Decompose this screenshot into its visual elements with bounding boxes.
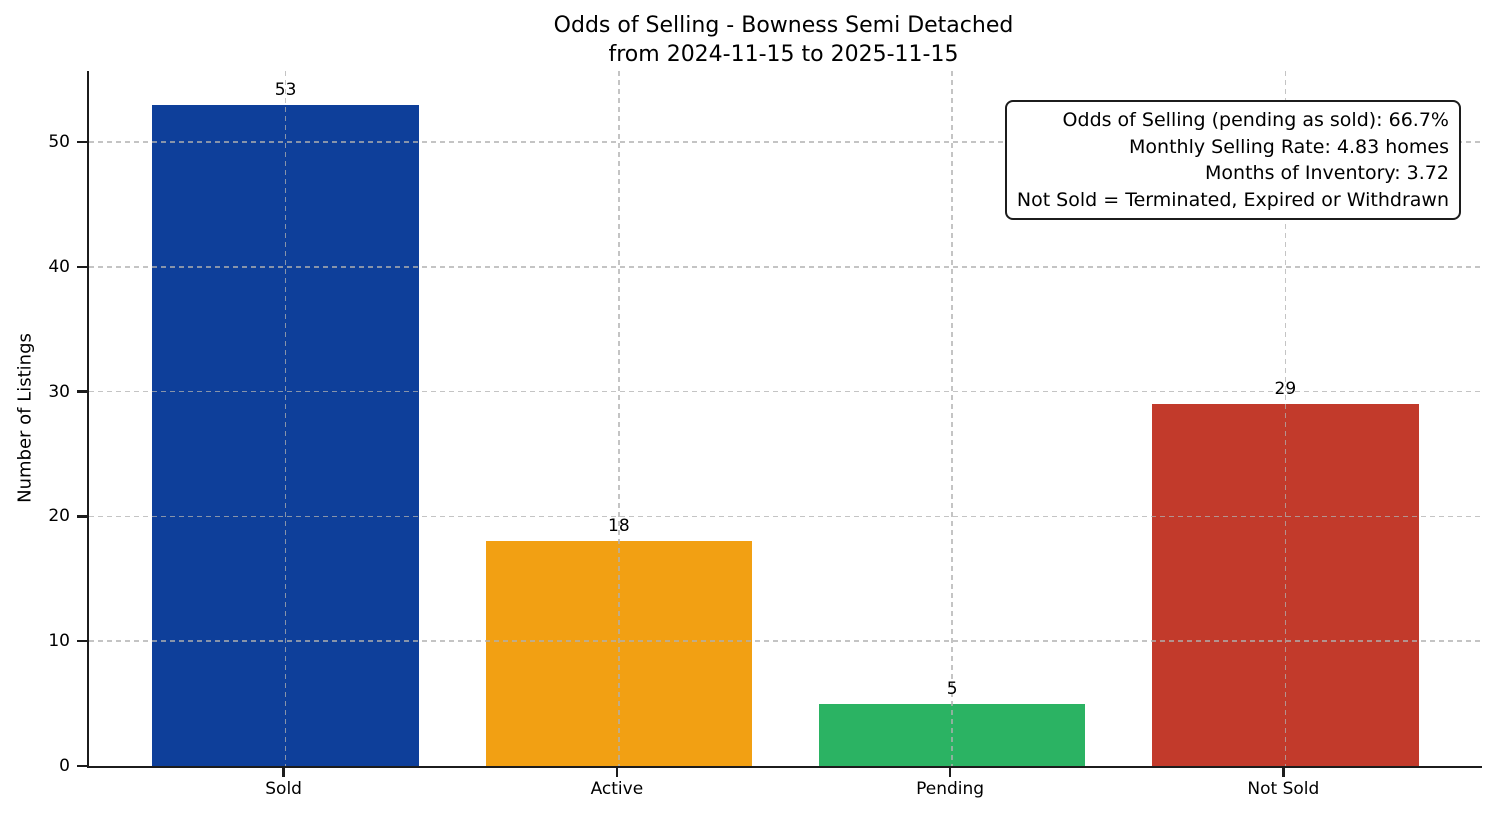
v-gridline [1284,71,1287,766]
annotation-box: Odds of Selling (pending as sold): 66.7%… [1004,100,1461,220]
x-tick-label-sold: Sold [265,779,302,799]
v-gridline [618,71,620,766]
x-tick-mark [948,768,952,777]
h-gridline [89,141,1482,143]
x-tick-mark [615,768,619,777]
x-tick-mark [1282,768,1285,777]
annotation-months-of-inventory: Months of Inventory: 3.72 [1205,162,1449,184]
y-tick-mark [77,390,87,393]
plot-area: 53 18 5 29 [87,71,1482,768]
v-gridline [284,71,287,766]
y-tick-mark [77,140,87,144]
annotation-monthly-selling-rate: Monthly Selling Rate: 4.83 homes [1129,135,1449,158]
y-tick-label: 50 [48,132,70,153]
chart-title-line1: Odds of Selling - Bowness Semi Detached [553,13,1014,38]
y-tick-label: 0 [59,756,70,776]
y-tick-label: 10 [48,631,70,652]
y-tick-label: 30 [48,381,70,402]
y-tick-mark [77,639,87,643]
x-tick-label-pending: Pending [916,779,985,799]
x-tick-mark [282,768,285,777]
bar-value-label-not-sold: 29 [1274,379,1297,400]
bar-value-label-active: 18 [608,516,630,537]
x-tick-label-not-sold: Not Sold [1247,779,1320,799]
chart-title-line2: from 2024-11-15 to 2025-11-15 [608,42,959,67]
h-gridline [89,640,1482,642]
h-gridline [89,266,1482,268]
x-tick-label-active: Active [590,779,644,799]
v-gridline [951,71,953,766]
y-tick-mark [77,764,87,768]
annotation-odds-of-selling: Odds of Selling (pending as sold): 66.7% [1062,109,1449,131]
y-tick-label: 20 [48,506,70,527]
h-gridline [89,390,1482,393]
y-tick-mark [77,515,87,518]
annotation-not-sold-definition: Not Sold = Terminated, Expired or Withdr… [1016,188,1449,211]
bar-value-label-sold: 53 [274,79,297,100]
y-tick-mark [77,265,87,269]
h-gridline [89,515,1482,518]
y-tick-label: 40 [48,256,70,277]
chart-title: Odds of Selling - Bowness Semi Detached … [87,11,1480,69]
y-axis-label: Number of Listings [14,333,36,503]
bar-value-label-pending: 5 [946,678,958,699]
